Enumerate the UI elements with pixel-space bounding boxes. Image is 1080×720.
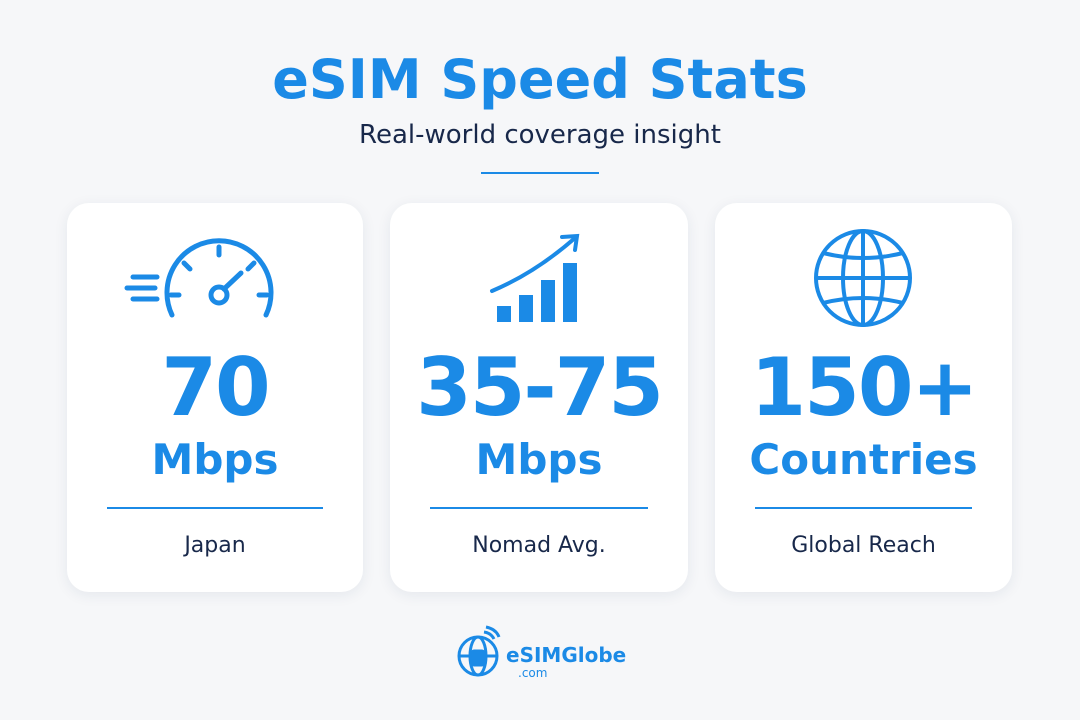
stat-label: Nomad Avg. [472,533,606,558]
title: eSIM Speed Stats [272,48,808,111]
stat-label: Japan [184,533,246,558]
logo-icon [457,625,501,677]
subtitle: Real-world coverage insight [359,120,721,150]
stat-unit: Mbps [475,435,603,484]
stat-card: 35-75 Mbps Nomad Avg. [390,203,688,592]
stat-value: 150+ [750,341,978,434]
globe-icon [814,229,912,327]
divider [430,507,648,509]
stat-label: Global Reach [791,533,936,558]
stat-card: 150+ Countries Global Reach [715,203,1012,592]
stat-card: 70 Mbps Japan [67,203,363,592]
brand-domain: .com [518,666,548,680]
stat-value: 70 [161,341,270,434]
divider [755,507,972,509]
stat-unit: Countries [749,435,978,484]
brand: eSIMGlobe [506,643,627,667]
divider [107,507,323,509]
stat-value: 35-75 [416,341,664,434]
speedometer-icon [124,238,274,318]
stat-unit: Mbps [151,435,279,484]
title-rule [481,172,599,174]
growth-icon [490,233,580,322]
